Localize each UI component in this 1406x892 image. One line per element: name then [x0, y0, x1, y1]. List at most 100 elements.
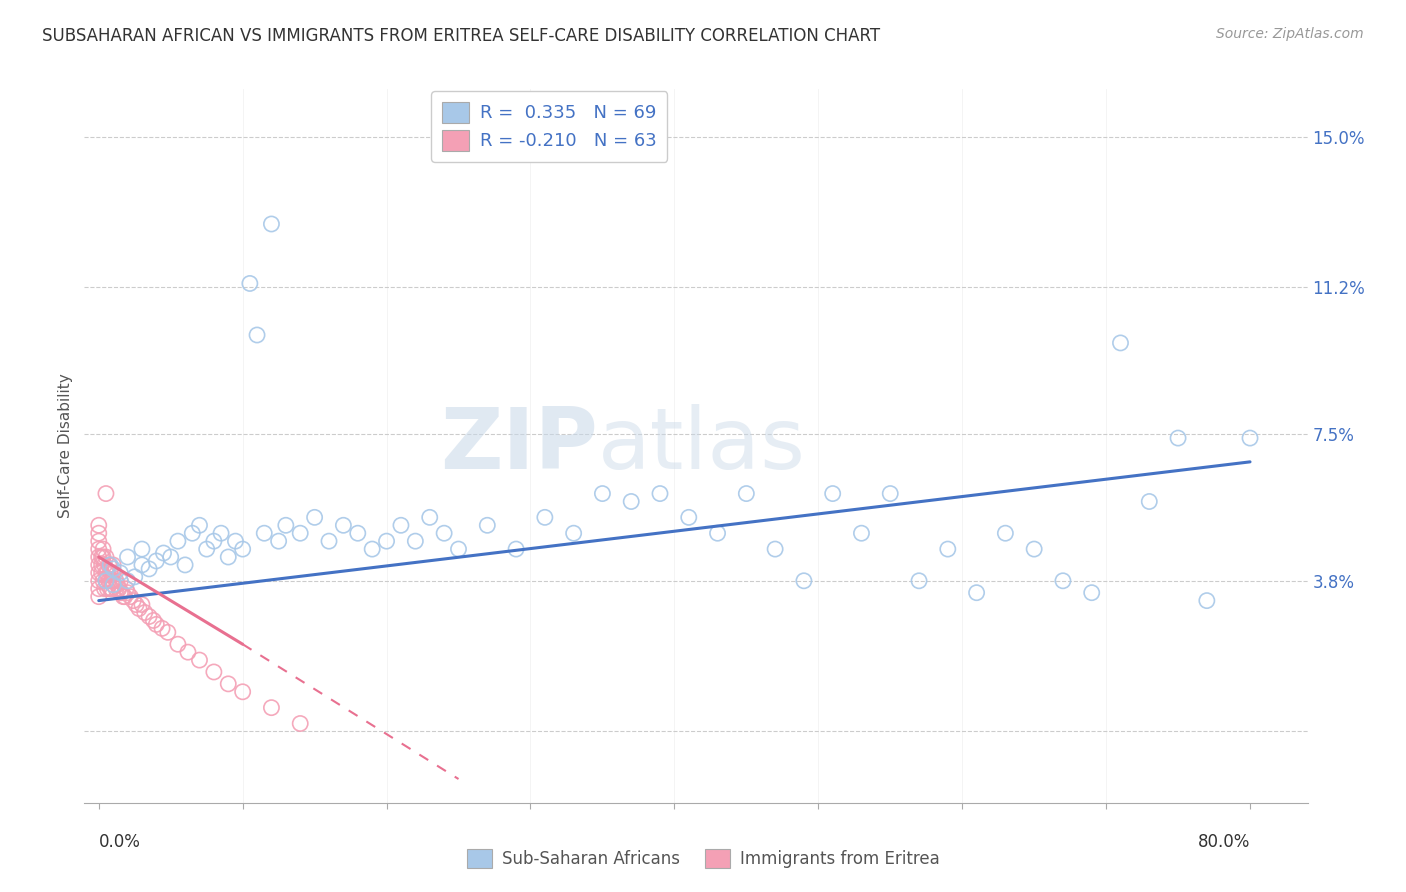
Point: [101, 566, 124, 580]
Point: [1052, 574, 1074, 588]
Point: [1195, 593, 1218, 607]
Point: [134, 606, 156, 620]
Point: [994, 526, 1017, 541]
Point: [87, 574, 110, 588]
Point: [188, 653, 211, 667]
Point: [260, 217, 283, 231]
Point: [706, 526, 728, 541]
Point: [110, 574, 132, 588]
Point: [101, 578, 124, 592]
Point: [239, 277, 262, 291]
Point: [110, 566, 132, 580]
Point: [142, 614, 165, 628]
Point: [91, 574, 114, 588]
Point: [763, 542, 786, 557]
Point: [145, 554, 167, 568]
Point: [111, 585, 134, 599]
Point: [361, 542, 384, 557]
Point: [94, 549, 117, 564]
Point: [202, 665, 225, 679]
Point: [94, 486, 117, 500]
Point: [562, 526, 585, 541]
Point: [94, 566, 117, 580]
Point: [195, 542, 218, 557]
Point: [108, 582, 131, 596]
Point: [115, 582, 138, 596]
Point: [101, 562, 124, 576]
Text: 0.0%: 0.0%: [98, 833, 141, 851]
Point: [209, 526, 232, 541]
Point: [93, 582, 115, 596]
Point: [114, 590, 136, 604]
Point: [936, 542, 959, 557]
Point: [505, 542, 527, 557]
Text: Source: ZipAtlas.com: Source: ZipAtlas.com: [1216, 27, 1364, 41]
Point: [267, 534, 290, 549]
Point: [112, 590, 135, 604]
Point: [117, 574, 139, 588]
Point: [1024, 542, 1046, 557]
Point: [375, 534, 398, 549]
Point: [128, 601, 150, 615]
Point: [90, 558, 112, 572]
Point: [966, 585, 988, 599]
Point: [131, 542, 153, 557]
Point: [98, 558, 121, 572]
Point: [131, 598, 153, 612]
Point: [90, 566, 112, 580]
Point: [167, 637, 190, 651]
Point: [188, 518, 211, 533]
Point: [419, 510, 441, 524]
Point: [332, 518, 354, 533]
Point: [97, 574, 120, 588]
Point: [260, 700, 283, 714]
Point: [117, 585, 139, 599]
Point: [87, 518, 110, 533]
Point: [145, 617, 167, 632]
Point: [253, 526, 276, 541]
Point: [167, 534, 190, 549]
Point: [304, 510, 326, 524]
Point: [793, 574, 815, 588]
Point: [290, 526, 312, 541]
Point: [122, 593, 145, 607]
Point: [91, 542, 114, 557]
Point: [91, 549, 114, 564]
Point: [150, 621, 173, 635]
Point: [620, 494, 643, 508]
Point: [346, 526, 368, 541]
Point: [217, 677, 239, 691]
Legend: Sub-Saharan Africans, Immigrants from Eritrea: Sub-Saharan Africans, Immigrants from Er…: [460, 842, 946, 875]
Point: [105, 574, 128, 588]
Point: [908, 574, 931, 588]
Point: [246, 328, 269, 343]
Point: [94, 574, 117, 588]
Point: [678, 510, 700, 524]
Point: [97, 558, 120, 572]
Point: [1167, 431, 1189, 445]
Point: [447, 542, 470, 557]
Text: ZIP: ZIP: [440, 404, 598, 488]
Point: [101, 574, 124, 588]
Point: [98, 566, 121, 580]
Point: [152, 546, 174, 560]
Point: [232, 685, 254, 699]
Point: [87, 582, 110, 596]
Point: [534, 510, 557, 524]
Point: [87, 590, 110, 604]
Point: [174, 558, 197, 572]
Point: [131, 558, 153, 572]
Point: [110, 585, 132, 599]
Point: [591, 486, 613, 500]
Point: [94, 574, 117, 588]
Point: [100, 574, 122, 588]
Point: [1239, 431, 1261, 445]
Point: [96, 566, 118, 580]
Text: SUBSAHARAN AFRICAN VS IMMIGRANTS FROM ERITREA SELF-CARE DISABILITY CORRELATION C: SUBSAHARAN AFRICAN VS IMMIGRANTS FROM ER…: [42, 27, 880, 45]
Point: [879, 486, 901, 500]
Point: [124, 570, 146, 584]
Point: [125, 598, 148, 612]
Point: [93, 558, 115, 572]
Point: [224, 534, 246, 549]
Legend: R =  0.335   N = 69, R = -0.210   N = 63: R = 0.335 N = 69, R = -0.210 N = 63: [432, 91, 668, 161]
